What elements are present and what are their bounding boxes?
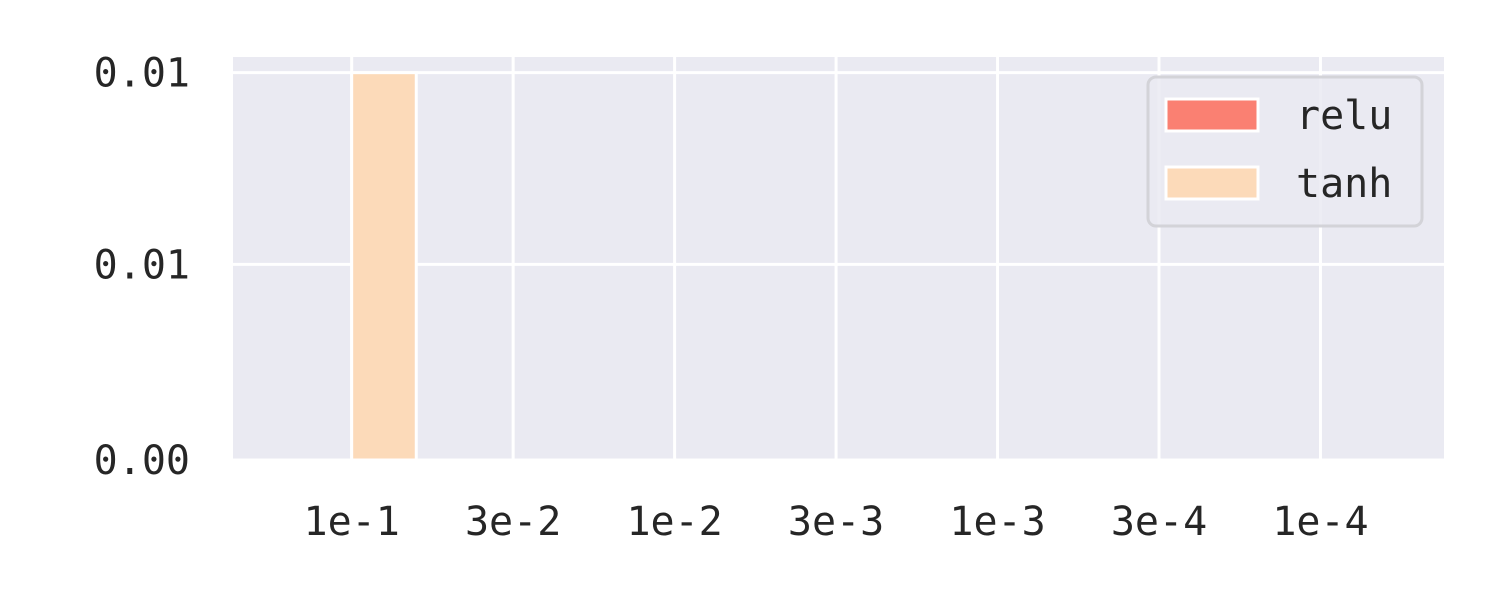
x-tick-label: 1e-2 bbox=[626, 499, 722, 545]
bars bbox=[350, 71, 418, 462]
y-tick-label: 0.01 bbox=[94, 51, 190, 97]
bar-tanh-1e-1 bbox=[350, 71, 418, 462]
legend-label-tanh: tanh bbox=[1296, 161, 1392, 207]
legend: relu tanh bbox=[1146, 75, 1424, 228]
x-tick-label: 1e-4 bbox=[1272, 499, 1368, 545]
y-tick-label: 0.00 bbox=[94, 438, 190, 484]
x-tick-label: 3e-4 bbox=[1111, 499, 1207, 545]
x-tick-label: 3e-2 bbox=[465, 499, 561, 545]
y-tick-label: 0.01 bbox=[94, 242, 190, 288]
legend-label-relu: relu bbox=[1296, 93, 1392, 139]
y-axis-ticks: 0.00 0.01 0.01 bbox=[94, 51, 190, 484]
x-axis-ticks: 1e-1 3e-2 1e-2 3e-3 1e-3 3e-4 1e-4 bbox=[304, 499, 1369, 545]
x-tick-label: 1e-3 bbox=[949, 499, 1045, 545]
x-tick-label: 3e-3 bbox=[788, 499, 884, 545]
x-tick-label: 1e-1 bbox=[304, 499, 400, 545]
legend-swatch-tanh bbox=[1164, 165, 1260, 201]
legend-swatch-relu bbox=[1164, 97, 1260, 133]
